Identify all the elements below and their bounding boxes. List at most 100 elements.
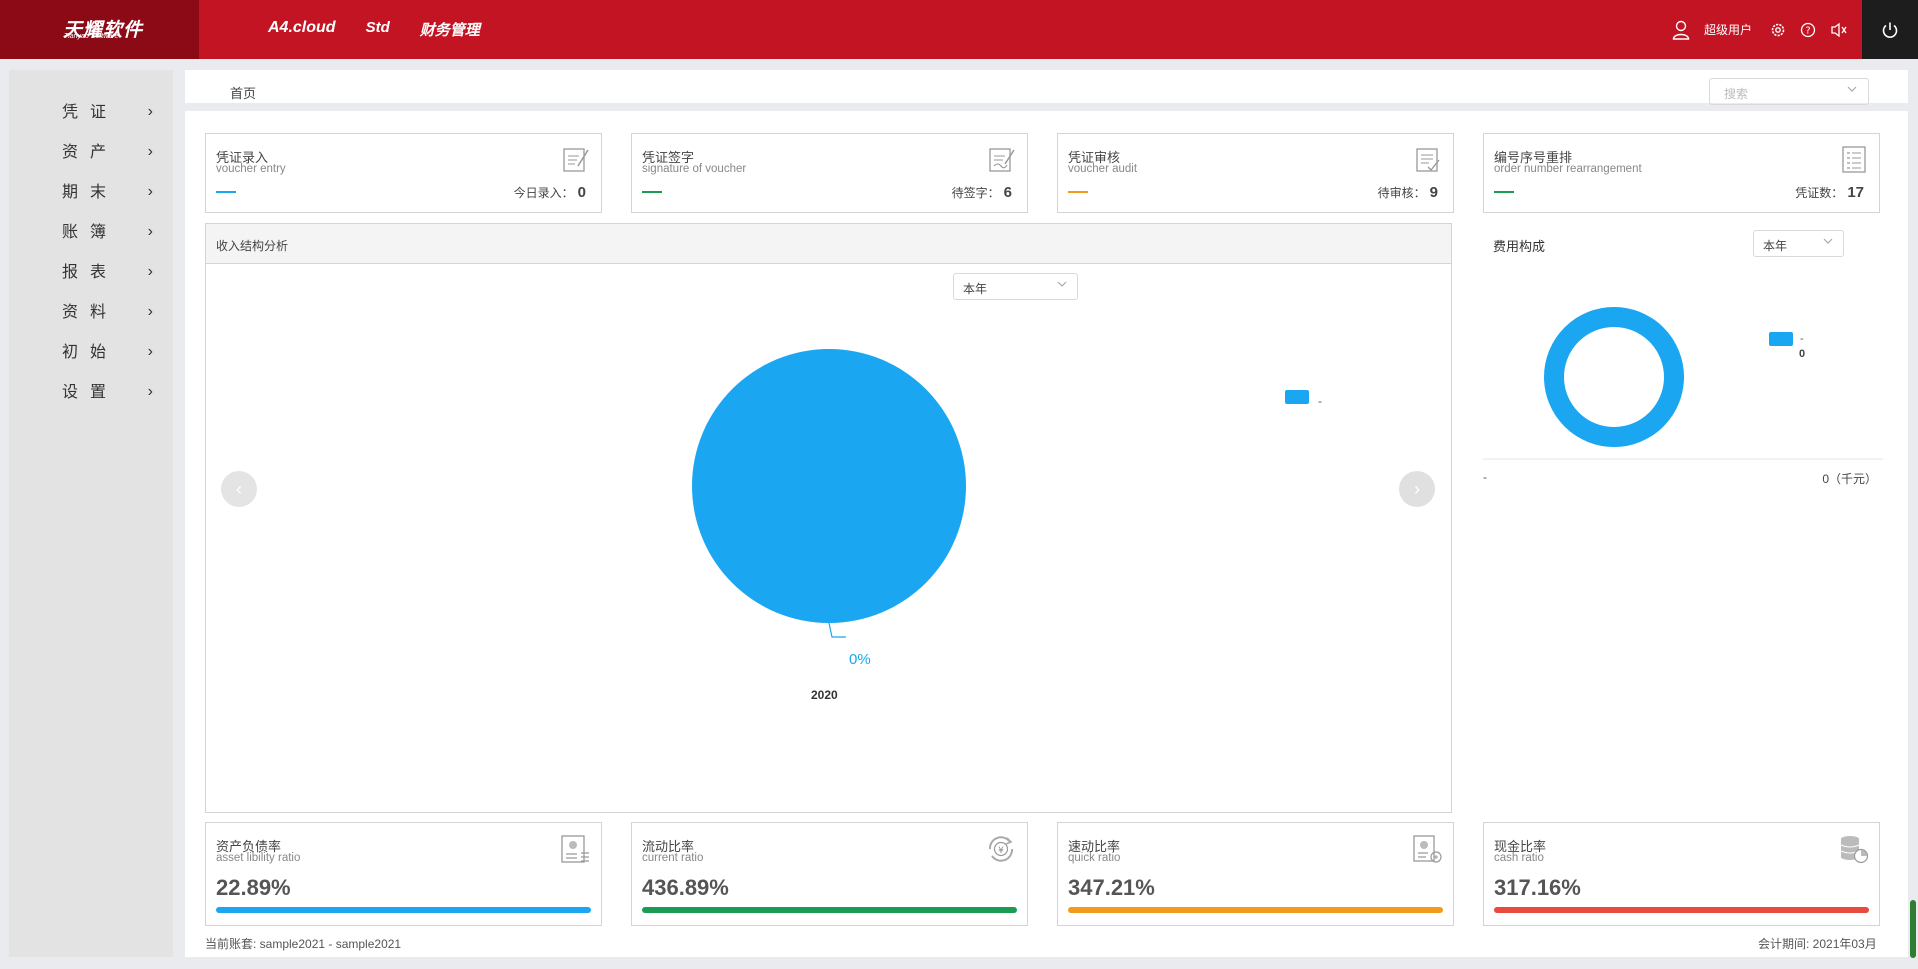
card-title: 速动比率 <box>1068 839 1121 854</box>
card-asset-liability-ratio[interactable]: 资产负债率 asset libility ratio 22.89% <box>205 822 602 926</box>
pie-label-leader <box>828 622 846 638</box>
card-count: 待签字： 6 <box>951 184 1012 201</box>
speaker-icon[interactable] <box>1830 22 1848 38</box>
carousel-prev-button[interactable]: ‹ <box>221 471 257 507</box>
card-subtitle: order number rearrangement <box>1494 163 1642 175</box>
card-title: 编号序号重排 <box>1494 150 1573 165</box>
power-icon <box>1882 22 1898 38</box>
sign-document-icon <box>987 144 1017 179</box>
legend-value: 0 <box>1799 348 1806 360</box>
chevron-right-icon: › <box>147 223 153 240</box>
search-select[interactable]: 搜索 <box>1709 78 1869 105</box>
card-quick-ratio[interactable]: 速动比率 quick ratio 347.21% <box>1057 822 1454 926</box>
logo-title: 天耀软件 <box>63 20 144 41</box>
sidebar-item-reports[interactable]: 报表 › <box>9 250 173 290</box>
nav-finance[interactable]: 财务管理 <box>419 22 480 39</box>
sidebar-item-voucher[interactable]: 凭证 › <box>9 90 173 130</box>
coins-chart-icon <box>1837 833 1869 870</box>
chevron-right-icon: › <box>147 103 153 120</box>
sidebar-item-label: 报表 <box>62 264 119 281</box>
card-title: 资产负债率 <box>216 839 282 854</box>
expense-donut-chart <box>1483 307 1883 460</box>
settings-icon[interactable] <box>1770 22 1786 38</box>
list-icon <box>1839 144 1869 179</box>
sidebar-item-initial[interactable]: 初始 › <box>9 330 173 370</box>
chevron-right-icon: › <box>147 143 153 160</box>
card-subtitle: voucher audit <box>1068 163 1138 175</box>
accent-dash <box>642 191 662 193</box>
income-period-select[interactable]: 本年 <box>953 273 1078 300</box>
pie-report-icon <box>1411 833 1443 870</box>
chevron-right-icon: › <box>147 263 153 280</box>
logo[interactable]: 天耀软件 Tianyao Software <box>0 0 199 59</box>
main-content: 首页 搜索 凭证录入 voucher entry 今日录入： 0 凭证签字 sig… <box>185 70 1908 957</box>
footer-account: 当前账套: sample2021 - sample2021 <box>205 937 402 951</box>
pie-slice <box>692 349 966 623</box>
sidebar-item-label: 资料 <box>62 304 119 321</box>
top-bar: 天耀软件 Tianyao Software A4.cloud Std 财务管理 … <box>0 0 1918 59</box>
income-pie-chart <box>692 349 1309 638</box>
svg-text:¥: ¥ <box>998 846 1004 856</box>
sidebar-item-assets[interactable]: 资产 › <box>9 130 173 170</box>
legend-swatch <box>1285 390 1309 404</box>
nav-a4cloud[interactable]: A4.cloud <box>268 19 336 36</box>
legend-label: - <box>1800 333 1804 345</box>
expense-period-select[interactable]: 本年 <box>1753 230 1844 257</box>
card-order-rearrangement[interactable]: 编号序号重排 order number rearrangement 凭证数： 17 <box>1483 133 1880 213</box>
card-title: 凭证审核 <box>1068 150 1121 165</box>
expense-row-value: 0（千元） <box>1822 472 1877 486</box>
power-button[interactable] <box>1862 0 1918 59</box>
breadcrumb[interactable]: 首页 <box>230 86 257 101</box>
panel-title: 费用构成 <box>1493 239 1546 254</box>
nav-std[interactable]: Std <box>365 19 390 36</box>
select-value: 本年 <box>1763 239 1788 253</box>
sidebar-item-label: 资产 <box>62 144 119 161</box>
balance-sheet-icon <box>559 833 591 870</box>
svg-text:?: ? <box>1805 25 1810 36</box>
metric-value: 317.16% <box>1494 875 1581 900</box>
card-voucher-signature[interactable]: 凭证签字 signature of voucher 待签字： 6 <box>631 133 1028 213</box>
sidebar-item-data[interactable]: 资料 › <box>9 290 173 330</box>
accent-dash <box>1494 191 1514 193</box>
accent-dash <box>216 191 236 193</box>
card-subtitle: quick ratio <box>1068 852 1121 864</box>
sidebar-item-settings[interactable]: 设置 › <box>9 370 173 410</box>
legend-label: - <box>1318 394 1322 408</box>
income-structure-panel: 收入结构分析 本年 ‹ › - 0% 2020 <box>205 223 1452 813</box>
card-voucher-audit[interactable]: 凭证审核 voucher audit 待审核： 9 <box>1057 133 1454 213</box>
card-count: 凭证数： 17 <box>1795 184 1864 201</box>
logo-subtitle: Tianyao Software <box>64 33 119 40</box>
card-count: 待审核： 9 <box>1377 184 1438 201</box>
sidebar: 凭证 › 资产 › 期末 › 账簿 › 报表 › 资料 › 初始 › 设置 › <box>9 70 173 957</box>
user-label[interactable]: 超级用户 <box>1703 23 1752 37</box>
card-subtitle: current ratio <box>642 852 704 864</box>
expense-composition-panel: 费用构成 本年 - 0 - 0（千元） <box>1483 223 1883 813</box>
progress-bar <box>1068 907 1443 913</box>
card-subtitle: voucher entry <box>216 163 286 175</box>
scrollbar-thumb[interactable] <box>1910 900 1916 958</box>
sidebar-item-ledger[interactable]: 账簿 › <box>9 210 173 250</box>
search-placeholder: 搜索 <box>1724 87 1749 101</box>
card-title: 现金比率 <box>1494 839 1547 854</box>
legend-swatch <box>1769 332 1793 346</box>
chevron-down-icon <box>1056 278 1068 293</box>
chevron-down-icon <box>1822 235 1834 250</box>
carousel-next-button[interactable]: › <box>1399 471 1435 507</box>
currency-cycle-icon: ¥ <box>985 833 1017 870</box>
top-right-tools: 超级用户 ? <box>1672 0 1848 59</box>
card-current-ratio[interactable]: 流动比率 current ratio 436.89% ¥ <box>631 822 1028 926</box>
chevron-right-icon: › <box>147 383 153 400</box>
card-voucher-entry[interactable]: 凭证录入 voucher entry 今日录入： 0 <box>205 133 602 213</box>
card-cash-ratio[interactable]: 现金比率 cash ratio 317.16% <box>1483 822 1880 926</box>
sidebar-item-period-end[interactable]: 期末 › <box>9 170 173 210</box>
chevron-right-icon: › <box>147 343 153 360</box>
progress-bar <box>216 907 591 913</box>
panel-title: 收入结构分析 <box>206 224 1451 264</box>
metric-value: 22.89% <box>216 875 291 900</box>
user-icon[interactable] <box>1672 20 1690 40</box>
breadcrumb-bar: 首页 搜索 <box>185 70 1908 111</box>
sidebar-item-label: 凭证 <box>62 104 119 121</box>
edit-document-icon <box>561 144 591 179</box>
metric-value: 347.21% <box>1068 875 1155 900</box>
help-icon[interactable]: ? <box>1800 22 1816 38</box>
